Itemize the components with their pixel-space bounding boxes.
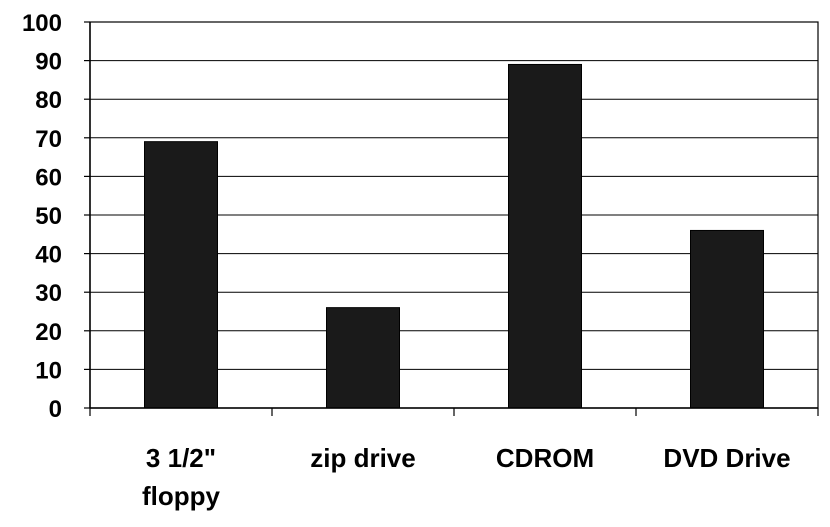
y-tick-label: 10: [35, 357, 62, 384]
x-tick-label: floppy: [142, 481, 221, 511]
x-tick-label: zip drive: [310, 443, 415, 473]
y-tick-label: 20: [35, 319, 62, 346]
x-tick-label: DVD Drive: [663, 443, 790, 473]
y-tick-label: 0: [49, 396, 62, 423]
y-tick-label: 70: [35, 126, 62, 153]
bars: [144, 63, 764, 409]
y-tick-label: 90: [35, 49, 62, 76]
y-tick-label: 50: [35, 203, 62, 230]
y-tick-label: 100: [22, 10, 62, 37]
y-tick-label: 80: [35, 87, 62, 114]
bar: [144, 141, 218, 409]
y-tick-label: 60: [35, 164, 62, 191]
y-tick-label: 30: [35, 280, 62, 307]
axes: [89, 22, 819, 416]
x-tick-label: 3 1/2": [146, 443, 216, 473]
bar: [508, 63, 582, 409]
y-axis-ticks: 0 10 20 30 40 50 60 70 80 90 100: [22, 10, 90, 423]
y-tick-label: 40: [35, 242, 62, 269]
bar: [326, 307, 400, 409]
x-axis-labels: 3 1/2" floppy zip drive CDROM DVD Drive: [142, 443, 791, 511]
x-tick-label: CDROM: [496, 443, 594, 473]
bar: [690, 229, 764, 409]
